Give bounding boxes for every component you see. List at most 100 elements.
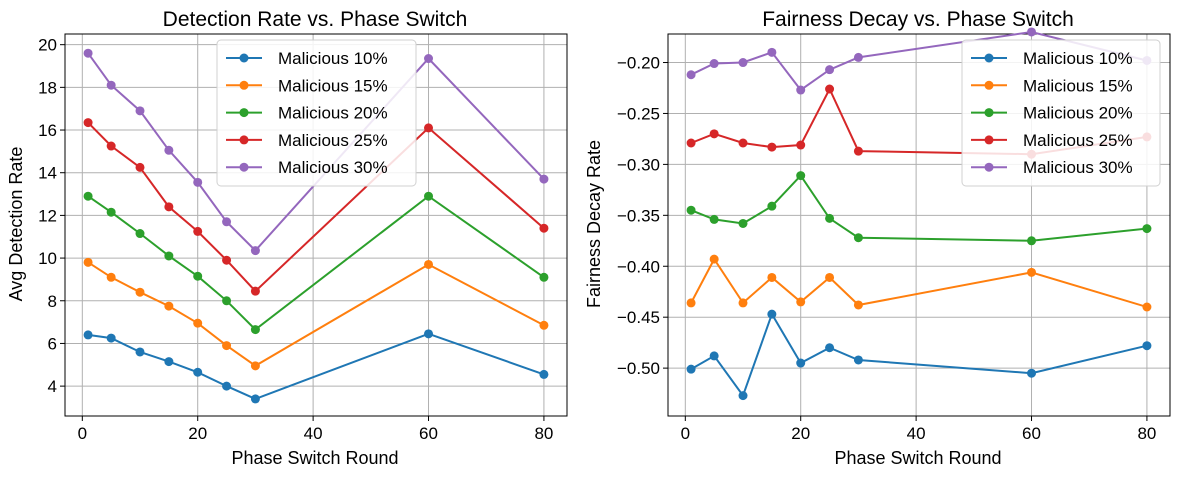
series-malicious-15- (83, 257, 549, 371)
detection-rate-chart: Detection Rate vs. Phase Switch Phase Sw… (6, 8, 568, 468)
series-malicious-10- (686, 309, 1152, 401)
data-point (796, 358, 806, 368)
data-point (686, 205, 696, 215)
y-tick-label: 20 (38, 36, 57, 55)
data-point (767, 272, 777, 282)
data-point (106, 272, 116, 282)
legend-entry: Malicious 20% (971, 104, 1133, 123)
y-tick-label: −0.45 (617, 308, 660, 327)
x-tick-label: 20 (188, 424, 207, 443)
data-point (1142, 302, 1152, 312)
data-point (83, 191, 93, 201)
y-tick-label: −0.50 (617, 359, 660, 378)
data-point (539, 174, 549, 184)
legend-label: Malicious 10% (278, 49, 388, 68)
data-point (250, 394, 260, 404)
data-point (796, 171, 806, 181)
data-point (164, 145, 174, 155)
data-point (709, 254, 719, 264)
legend-label: Malicious 25% (1023, 131, 1133, 150)
chart-title: Fairness Decay vs. Phase Switch (762, 8, 1074, 31)
y-tick-label: −0.30 (617, 155, 660, 174)
data-point (686, 70, 696, 80)
series-malicious-15- (686, 254, 1152, 312)
data-point (796, 140, 806, 150)
data-point (106, 207, 116, 217)
data-point (193, 177, 203, 187)
data-point (709, 351, 719, 361)
legend-label: Malicious 10% (1023, 49, 1133, 68)
legend-marker (239, 135, 249, 145)
data-point (250, 286, 260, 296)
data-point (825, 84, 835, 94)
legend-marker (984, 135, 994, 145)
x-tick-label: 60 (1022, 424, 1041, 443)
legend-marker (984, 162, 994, 172)
legend-marker (984, 80, 994, 90)
data-point (193, 226, 203, 236)
data-point (853, 300, 863, 310)
data-point (767, 309, 777, 319)
data-point (825, 213, 835, 223)
data-point (193, 318, 203, 328)
data-point (424, 259, 434, 269)
legend-label: Malicious 20% (1023, 104, 1133, 123)
data-point (686, 364, 696, 374)
y-tick-label: −0.20 (617, 54, 660, 73)
x-tick-label: 40 (907, 424, 926, 443)
y-tick-label: −0.25 (617, 104, 660, 123)
data-point (1027, 27, 1037, 37)
legend-label: Malicious 30% (278, 158, 388, 177)
data-point (796, 297, 806, 307)
legend-marker (239, 80, 249, 90)
data-point (539, 369, 549, 379)
legend-entry: Malicious 10% (971, 49, 1133, 68)
y-tick-label: 16 (38, 121, 57, 140)
data-point (1142, 224, 1152, 234)
legend-entry: Malicious 25% (226, 131, 388, 150)
data-point (825, 272, 835, 282)
data-point (825, 343, 835, 353)
data-point (709, 214, 719, 224)
legend-entry: Malicious 25% (971, 131, 1133, 150)
data-point (164, 202, 174, 212)
data-point (738, 58, 748, 68)
data-point (853, 233, 863, 243)
data-point (193, 271, 203, 281)
data-point (1027, 267, 1037, 277)
data-point (106, 80, 116, 90)
plot-frame (667, 33, 1171, 417)
data-point (767, 142, 777, 152)
data-point (853, 146, 863, 156)
data-point (83, 48, 93, 58)
legend-label: Malicious 30% (1023, 158, 1133, 177)
data-point (767, 201, 777, 211)
data-point (825, 65, 835, 75)
data-point (135, 162, 145, 172)
data-point (135, 106, 145, 116)
data-point (135, 347, 145, 357)
y-tick-label: 6 (48, 334, 57, 353)
y-tick-label: −0.35 (617, 206, 660, 225)
series-line (690, 311, 1148, 398)
legend-entry: Malicious 10% (226, 49, 388, 68)
x-tick-label: 60 (419, 424, 438, 443)
plot-frame (64, 33, 568, 417)
x-axis-label: Phase Switch Round (231, 448, 398, 468)
data-point (738, 391, 748, 401)
x-tick-label: 0 (681, 424, 690, 443)
data-point (738, 218, 748, 228)
y-tick-label: 14 (38, 164, 57, 183)
data-point (222, 296, 232, 306)
y-axis-label: Fairness Decay Rate (584, 140, 604, 308)
legend-box (216, 39, 417, 187)
data-point (1027, 368, 1037, 378)
legend-marker (984, 108, 994, 118)
data-point (853, 355, 863, 365)
data-point (164, 251, 174, 261)
data-point (250, 361, 260, 371)
series-malicious-10- (83, 329, 549, 404)
data-point (106, 333, 116, 343)
data-point (193, 367, 203, 377)
